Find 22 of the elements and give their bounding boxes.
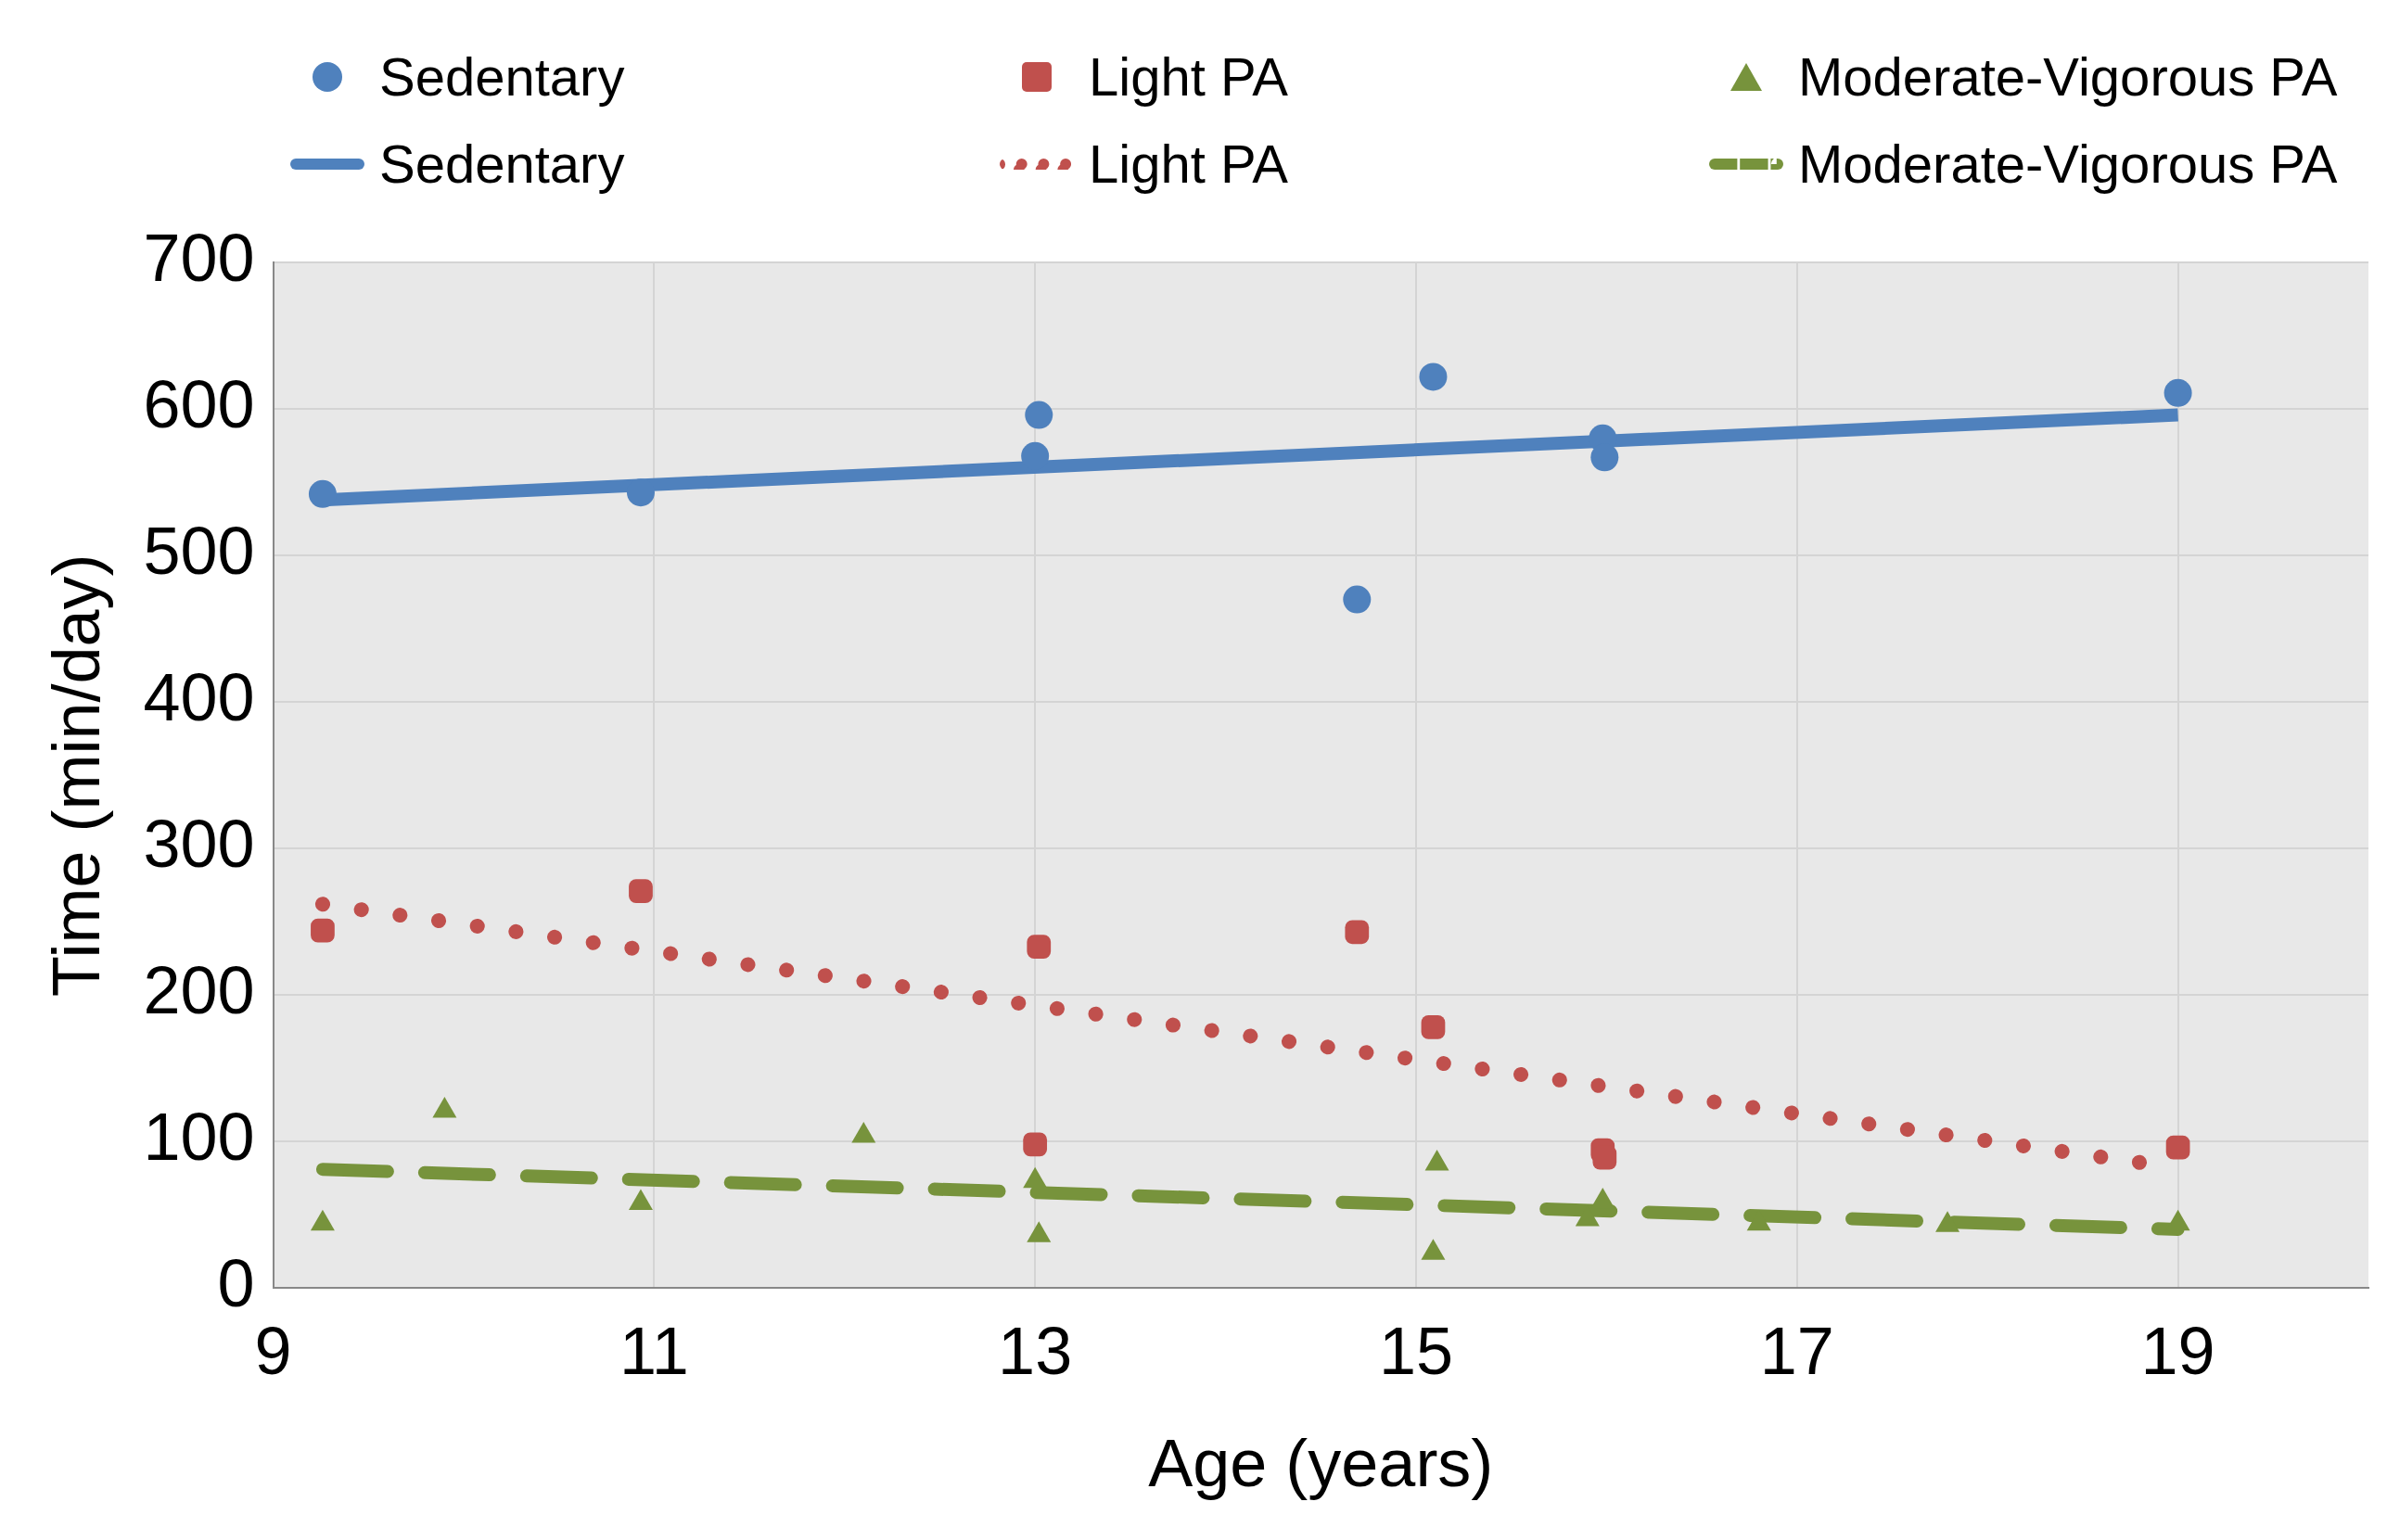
legend-label: Sedentary (379, 46, 625, 108)
x-tick-label: 11 (619, 1314, 689, 1389)
y-tick-label: 200 (143, 953, 255, 1028)
x-tick-label: 19 (2140, 1314, 2215, 1389)
x-tick-label: 13 (998, 1314, 1073, 1389)
legend-label: Sedentary (379, 134, 625, 195)
y-tick-label: 700 (143, 221, 255, 296)
x-tick-label: 15 (1378, 1314, 1454, 1389)
y-tick-label: 100 (143, 1100, 255, 1175)
y-tick-label: 400 (143, 660, 255, 735)
legend-label: Moderate-Vigorous PA (1798, 134, 2338, 195)
x-tick-label: 17 (1759, 1314, 1834, 1389)
y-tick-label: 300 (143, 807, 255, 882)
y-tick-label: 500 (143, 514, 255, 589)
x-axis-title: Age (years) (1148, 1425, 1494, 1500)
legend-label: Light PA (1089, 46, 1288, 108)
y-tick-label: 0 (217, 1246, 255, 1321)
y-axis-title: Time (min/day) (39, 554, 114, 997)
legend-label: Moderate-Vigorous PA (1798, 46, 2338, 108)
legend-label: Light PA (1089, 134, 1288, 195)
y-tick-label: 600 (143, 367, 255, 442)
x-tick-label: 9 (254, 1314, 292, 1389)
